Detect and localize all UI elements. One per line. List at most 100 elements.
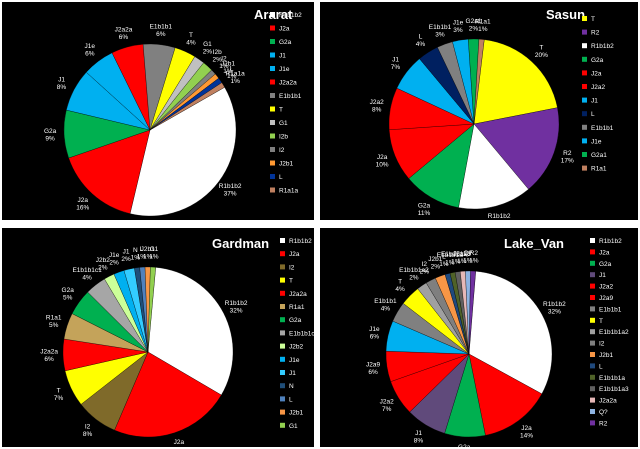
legend-label-j2a: J2a (591, 70, 602, 77)
legend-swatch-j2a (270, 25, 275, 31)
slice-label-j2b2: J2b2 2% (96, 257, 110, 272)
legend-swatch-j2a (590, 249, 595, 255)
pie-slice-j2a (114, 351, 222, 438)
slice-label-r1b1b2: R1b1b2 32% (543, 301, 566, 316)
legend-swatch-g2a (280, 317, 285, 323)
legend-swatch-e1b1b1a3 (590, 386, 595, 392)
slice-label-t: T 20% (535, 45, 548, 60)
slice-label-g2a: G2a 9% (44, 128, 57, 143)
legend-label-t: T (591, 16, 595, 23)
slice-label-j1: J1 8% (414, 430, 424, 445)
legend-label-e1b1b1a3: E1b1b1a3 (599, 386, 629, 393)
slice-label-i2: I2 1% (219, 56, 229, 71)
slice-label-r1a1: R1a1 1% (475, 18, 491, 33)
slice-label-j2a9: J2a9 6% (366, 362, 380, 377)
legend-swatch-j2b1 (590, 352, 595, 357)
legend-swatch-n (280, 383, 285, 389)
legend-swatch-e1b1b1c1 (280, 330, 285, 336)
legend-label-t: T (599, 318, 603, 325)
legend-swatch-t (270, 106, 275, 112)
slice-label-r1a1: R1a1 5% (46, 315, 62, 330)
slice-label-e1b1b1a2: E1b1b1a2 2% (399, 267, 429, 282)
slice-label-i2b: I2b 2% (212, 49, 222, 64)
slice-label-j2a2: J2a2 7% (380, 398, 394, 413)
slice-label-j2b1: J2b1 2% (428, 256, 442, 271)
legend-swatch-g1 (280, 422, 285, 428)
legend-label-r1a1a: R1a1a (279, 188, 299, 195)
legend-label-l: L (591, 111, 595, 118)
legend-label-l: L (599, 363, 603, 370)
slice-label-l: L 4% (416, 34, 426, 49)
legend-label-j2a2: J2a2 (591, 84, 605, 91)
legend-swatch-j2a2a (270, 79, 275, 85)
legend-swatch-j2a2 (582, 84, 587, 89)
legend-swatch-r1a1a (270, 187, 275, 193)
slice-label-e1b1b1a: E1b1b1a 1% (437, 252, 463, 267)
legend-label-j2a2: J2a2 (599, 284, 613, 291)
legend-label-j2b1: J2b1 (289, 410, 303, 417)
legend-swatch-j2a9 (590, 295, 595, 300)
legend-swatch-l (582, 111, 587, 117)
legend-label-g1: G1 (289, 423, 298, 430)
legend-label-j2a2a: J2a2a (279, 80, 297, 87)
legend-swatch-q (590, 409, 595, 414)
pie-slice-t (473, 39, 558, 125)
slice-label-j1e: J1e 2% (109, 252, 120, 267)
slice-label-e1b1b1a3: E1b1b1a3 1% (441, 251, 471, 266)
chart-title: Gardman (212, 236, 269, 251)
legend-label-j2a: J2a (279, 26, 290, 33)
legend-label-r2: R2 (599, 420, 608, 427)
slice-label-j2b1: J2b1 1% (221, 60, 235, 75)
legend-swatch-r1a1 (280, 304, 285, 309)
ararat-panel: AraratR1b1b237%J2a16%G2a9%J18%J1e6%J2a2a… (2, 2, 314, 220)
legend-label-g2a: G2a (599, 261, 612, 268)
legend-label-g2a1: G2a1 (591, 152, 607, 159)
legend-swatch-j2a2a (590, 397, 595, 403)
legend-swatch-g2a (270, 39, 275, 44)
pie-slice-r1b1b2 (468, 271, 553, 395)
chart-title: Sasun (546, 7, 585, 22)
legend-swatch-j1e (582, 138, 587, 144)
slice-label-r2: R2 1% (469, 250, 479, 265)
chart-title: Lake_Van (504, 236, 564, 251)
legend-label-j2b1: J2b1 (599, 352, 613, 359)
slice-label-j2a: J2a 16% (76, 197, 89, 212)
slice-label-j2a: J2a 14% (520, 425, 533, 440)
legend-swatch-i2b (270, 133, 275, 139)
legend-swatch-j2a2 (590, 283, 595, 289)
legend-label-e1b1b1: E1b1b1 (591, 125, 614, 132)
legend-swatch-j2a (582, 70, 587, 76)
slice-label-r1a1a: R1a1a 1% (226, 71, 246, 86)
legend-label-j2a9: J2a9 (599, 295, 613, 302)
slice-label-e1b1b1: E1b1b1 6% (150, 24, 173, 38)
legend-label-r1a1: R1a1 (591, 166, 607, 173)
legend-label-j2a: J2a (599, 249, 610, 256)
legend-label-i2: I2 (279, 147, 285, 154)
legend-label-j1: J1 (279, 53, 286, 60)
legend-label-j1e: J1e (289, 357, 300, 364)
legend-swatch-g2a (590, 260, 595, 266)
legend-label-j2b2: J2b2 (289, 344, 303, 351)
slice-label-g2a: G2a8% (458, 444, 471, 447)
legend-swatch-j2b1 (270, 160, 275, 166)
legend-swatch-l (270, 174, 275, 179)
legend-swatch-r1b1b2 (280, 238, 285, 243)
legend-label-j2b1: J2b1 (279, 161, 293, 168)
slice-label-i2: I2 8% (83, 423, 93, 438)
legend-swatch-j2b1 (280, 409, 285, 415)
pie-slice-r1a1 (473, 38, 485, 125)
slice-label-j2a2a: J2a2a 1% (453, 250, 471, 264)
slice-label-j1e: J1e 6% (369, 326, 380, 341)
legend-swatch-t (582, 16, 587, 21)
legend-label-e1b1b1a2: E1b1b1a2 (599, 329, 629, 336)
slice-label-r1b1b2: R1b1b214% (488, 213, 511, 220)
legend-label-e1b1b1: E1b1b1 (279, 93, 302, 100)
slice-label-r1b1b2: R1b1b2 32% (225, 300, 248, 315)
pie-slice-j2a (68, 129, 151, 214)
legend-swatch-j1 (582, 97, 587, 103)
